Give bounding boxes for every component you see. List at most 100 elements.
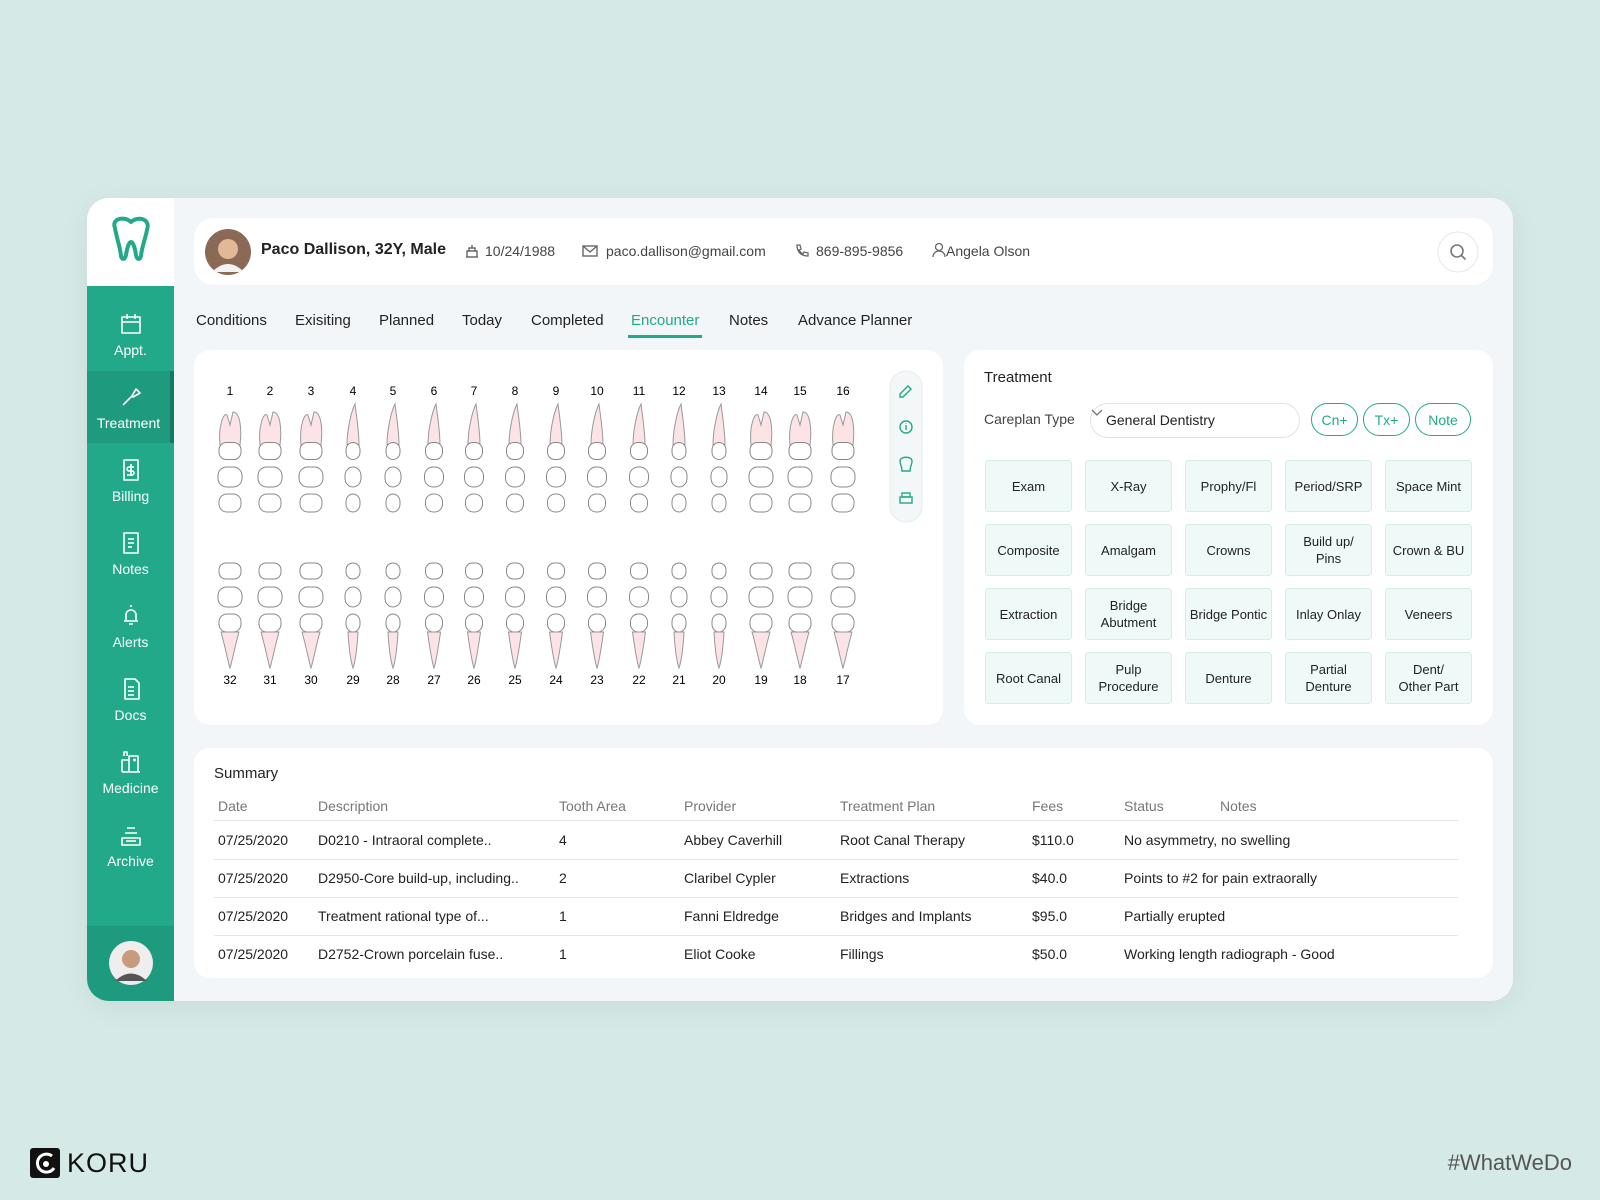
procedure-button[interactable]: Bridge Abutment [1085, 588, 1172, 640]
panel-title: Treatment [984, 369, 1052, 386]
action-button[interactable]: Tx+ [1363, 403, 1410, 436]
tooth-number: 23 [590, 673, 604, 687]
procedure-button[interactable]: Dent/ Other Part [1385, 652, 1472, 704]
patient-header: Paco Dallison, 32Y, Male 10/24/1988 paco… [194, 218, 1493, 285]
action-button[interactable]: Note [1415, 403, 1471, 436]
tooth-root [301, 631, 321, 670]
procedure-button[interactable]: Amalgam [1085, 524, 1172, 576]
tooth-surface [424, 466, 444, 488]
tooth-surface [506, 442, 524, 460]
tab[interactable]: Completed [531, 312, 604, 329]
tooth-surface [217, 586, 243, 608]
tooth-number: 6 [431, 384, 438, 398]
tab[interactable]: Planned [379, 312, 435, 329]
procedure-button[interactable]: Inlay Onlay [1285, 588, 1372, 640]
procedure-button[interactable]: Bridge Pontic [1185, 588, 1272, 640]
procedure-button[interactable]: Pulp Procedure [1085, 652, 1172, 704]
tooth-surface [588, 613, 606, 633]
nav-item[interactable]: Docs [87, 663, 174, 735]
nav-icon-shape [124, 605, 138, 625]
tooth-surface [425, 562, 443, 580]
tooth-surface [711, 613, 727, 633]
tooth-surface [711, 442, 727, 460]
table-cell: 07/25/2020 [218, 946, 289, 962]
procedure-button[interactable]: Composite [985, 524, 1072, 576]
procedure-button[interactable]: Period/SRP [1285, 460, 1372, 512]
procedure-button[interactable]: Denture [1185, 652, 1272, 704]
tooth-surface [546, 466, 566, 488]
table-cell: Root Canal Therapy [840, 832, 966, 848]
tooth-surface [630, 442, 648, 460]
tooth-surface [505, 586, 525, 608]
tooth-surface [830, 586, 856, 608]
nav-item[interactable]: Billing [87, 444, 174, 516]
procedure-button[interactable]: Extraction [985, 588, 1072, 640]
procedure-button[interactable]: Crowns [1185, 524, 1272, 576]
table-cell: D2950-Core build-up, including.. [318, 870, 519, 886]
tooth-surface [787, 586, 813, 608]
nav-item[interactable]: Archive [87, 809, 174, 881]
nav-icon-shape [121, 827, 141, 846]
nav-item[interactable]: Alerts [87, 590, 174, 662]
tooth-number: 12 [672, 384, 686, 398]
tooth-root [789, 411, 812, 446]
tooth-root [427, 402, 441, 446]
procedure-button[interactable]: Space Mint [1385, 460, 1472, 512]
procedure-button[interactable]: X-Ray [1085, 460, 1172, 512]
procedure-button[interactable]: Root Canal [985, 652, 1072, 704]
tab[interactable]: Notes [729, 312, 769, 329]
nav-label: Treatment [96, 415, 161, 431]
nav-icon-shape [123, 532, 139, 554]
tab[interactable]: Conditions [196, 312, 267, 329]
summary-panel: Summary Date Description Tooth Area Provider… [194, 748, 1493, 978]
action-button[interactable]: Cn+ [1311, 403, 1358, 436]
table-cell: Claribel Cypler [684, 870, 776, 886]
patient-avatar [205, 229, 251, 275]
nav-item[interactable]: Notes [87, 517, 174, 589]
procedure-button[interactable]: Exam [985, 460, 1072, 512]
procedure-button[interactable]: Partial Denture [1285, 652, 1372, 704]
procedure-button[interactable]: Build up/ Pins [1285, 524, 1372, 576]
careplan-select[interactable]: General Dentistry [1090, 403, 1300, 438]
tab[interactable]: Exisiting [295, 312, 351, 329]
nav-icon-shape [121, 751, 140, 773]
tooth-surface [670, 586, 688, 608]
sidebar: Appt. Treatment Billing Notes Alerts Docs Medi… [87, 286, 174, 926]
nav-icon-shape [121, 314, 141, 334]
tooth-surface [258, 493, 282, 513]
tooth-surface [506, 493, 524, 513]
procedure-button[interactable]: Veneers [1385, 588, 1472, 640]
tooth-number: 30 [304, 673, 318, 687]
nav-item[interactable]: Treatment [87, 371, 174, 443]
nav-icon [123, 459, 139, 481]
tab[interactable]: Encounter [628, 312, 703, 338]
tooth-number: 2 [267, 384, 274, 398]
provider-icon [932, 242, 946, 258]
tooth-root [750, 411, 773, 446]
table-cell: Points to #2 for pain extraorally [1124, 870, 1317, 886]
tooth-root [300, 411, 323, 446]
nav-item[interactable]: Appt. [87, 298, 174, 370]
tooth-surface [710, 466, 728, 488]
tooth-surface [830, 466, 856, 488]
tooth-surface [425, 442, 443, 460]
tooth-surface [670, 466, 688, 488]
chevron-shape [1091, 409, 1103, 416]
column-header: Treatment Plan [840, 798, 936, 814]
tagline: #WhatWeDo [1447, 1150, 1572, 1175]
procedure-button[interactable]: Crown & BU [1385, 524, 1472, 576]
search-button[interactable] [1437, 231, 1479, 273]
procedure-button[interactable]: Prophy/Fl [1185, 460, 1272, 512]
nav-label: Billing [111, 488, 150, 504]
tooth-surface [547, 442, 565, 460]
header-divider [214, 820, 1458, 821]
tooth-surface [671, 562, 687, 580]
tooth-surface [629, 586, 649, 608]
tooth-surface [588, 562, 606, 580]
nav-label: Alerts [112, 634, 149, 650]
tab[interactable]: Today [462, 312, 503, 329]
tooth-surface [345, 442, 361, 460]
tab[interactable]: Advance Planner [798, 312, 913, 329]
nav-item[interactable]: Medicine [87, 736, 174, 808]
